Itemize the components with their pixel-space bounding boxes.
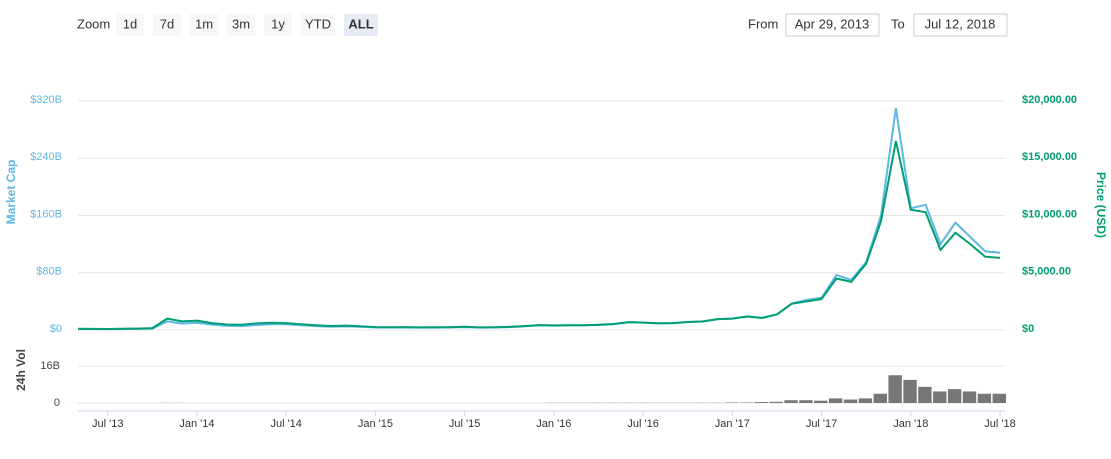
zoom-button-label[interactable]: 1m [195,16,213,31]
y2-tick-label: $0 [1022,323,1034,335]
volume-bar [947,389,962,403]
y-tick-label: $160B [30,208,62,220]
y2-axis-title: Price (USD) [1094,172,1108,238]
volume-bar [933,391,947,403]
volume-bar [769,401,783,403]
zoom-button-label[interactable]: YTD [305,16,331,31]
x-tick-label: Jul '18 [984,418,1015,430]
volume-bar [918,386,932,403]
volume-bar [799,400,813,403]
y2-tick-label: $15,000.00 [1022,151,1077,163]
y-tick-label: $240B [30,151,62,163]
volume-bar [977,393,992,403]
zoom-button-label[interactable]: 7d [160,16,174,31]
zoom-button[interactable] [153,14,181,36]
x-tick-label: Jan '18 [893,418,928,430]
y-tick-label: $0 [50,323,62,335]
volume-bar [814,400,828,403]
zoom-button-label[interactable]: 1d [123,16,137,31]
to-input[interactable] [913,13,1008,37]
y-tick-label: $320B [30,94,62,106]
x-tick-label: Jan '15 [358,418,393,430]
zoom-label: Zoom [77,16,110,31]
volume-bar [903,379,917,403]
volume-bar [873,393,887,403]
x-tick-label: Jul '16 [627,418,658,430]
volume-bar [888,375,902,403]
zoom-button-label[interactable]: 1y [271,16,285,31]
zoom-button[interactable] [190,14,218,36]
zoom-button[interactable] [116,14,144,36]
volume-bar [858,398,873,403]
x-tick-label: Jul '14 [270,418,301,430]
to-value[interactable]: Jul 12, 2018 [925,16,996,31]
x-tick-label: Jul '15 [449,418,480,430]
zoom-button-label[interactable]: ALL [348,16,373,31]
y2-tick-label: $10,000.00 [1022,208,1077,220]
zoom-buttons: 1d 7d 1m 3m 1y YTD ALL [116,14,378,36]
x-tick-label: Jan '17 [715,418,750,430]
y2-tick-label: $20,000.00 [1022,94,1077,106]
volume-tick-label: 0 [54,397,60,409]
from-input[interactable] [785,13,880,37]
y-tick-label: $80B [36,266,62,278]
x-tick-label: Jul '17 [806,418,837,430]
x-tick-label: Jul '13 [92,418,123,430]
volume-tick-label: 16B [40,360,60,372]
volume-bar [992,393,1006,403]
to-label: To [891,16,905,31]
y-axis-title: Market Cap [4,160,18,225]
y2-tick-label: $5,000.00 [1022,266,1071,278]
volume-bar [828,398,843,403]
x-tick-label: Jan '16 [536,418,571,430]
volume-bar [843,399,858,403]
from-value[interactable]: Apr 29, 2013 [795,16,869,31]
series-line [77,140,1001,331]
series-line [78,108,1001,331]
zoom-button[interactable] [344,14,378,36]
volume-bar [962,391,977,403]
volume-bar [784,400,798,403]
volume-bar [754,402,769,403]
zoom-button[interactable] [301,14,335,36]
controls: Zoom 1d 7d 1m 3m 1y YTD ALL From Apr 29, 2013 … [77,13,1008,37]
x-tick-label: Jan '14 [179,418,214,430]
zoom-button-label[interactable]: 3m [232,16,250,31]
volume-axis-title: 24h Vol [14,349,28,391]
from-label: From [748,16,778,31]
zoom-button[interactable] [227,14,255,36]
zoom-button[interactable] [264,14,292,36]
